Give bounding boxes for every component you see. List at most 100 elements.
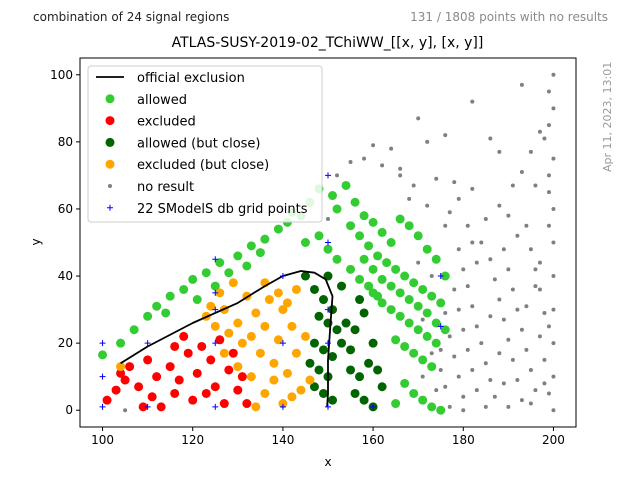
no-result-point [506, 337, 511, 342]
no-result-point [551, 156, 556, 161]
no-result-point [537, 287, 542, 292]
allowed-point [255, 248, 265, 258]
excluded-point [210, 382, 220, 392]
no-result-point [483, 404, 488, 409]
no-result-point [519, 398, 524, 403]
no-result-point [528, 401, 533, 406]
y-axis: 0 20 40 60 80 100 [50, 68, 80, 417]
excluded-close-point [255, 348, 265, 358]
allowed-close-point [323, 271, 333, 281]
no-result-point [551, 206, 556, 211]
x-axis-label: x [324, 455, 331, 469]
no-result-point [524, 223, 529, 228]
allowed-close-point [364, 358, 374, 368]
no-result-point [326, 217, 330, 222]
allowed-close-point [355, 295, 365, 305]
no-result-point [465, 223, 470, 228]
legend: official exclusion allowed excluded allowed… [87, 65, 323, 223]
allowed-point [391, 335, 401, 345]
excluded-close-point [300, 331, 310, 341]
no-result-point [537, 334, 542, 339]
no-result-point [371, 143, 376, 148]
no-result-point [546, 391, 551, 396]
allowed-point [98, 350, 108, 360]
no-result-point [533, 267, 538, 272]
no-result-point [497, 203, 502, 208]
allowed-point [364, 281, 374, 291]
allowed-point [332, 254, 342, 264]
allowed-point [400, 341, 410, 351]
no-result-point [434, 388, 439, 393]
no-result-point [474, 388, 479, 393]
allowed-close-point [373, 365, 383, 375]
excluded-point [174, 375, 184, 385]
allowed-point [395, 214, 405, 224]
excluded-point [219, 399, 229, 409]
x-tick-label: 160 [362, 433, 385, 447]
allowed-close-point [350, 388, 360, 398]
no-result-point [528, 149, 533, 154]
allowed-point [413, 231, 423, 241]
no-result-point [519, 170, 524, 175]
legend-plus-swatch [107, 204, 113, 211]
no-result-point [456, 196, 461, 201]
excluded-point [237, 372, 247, 382]
excluded-point [224, 365, 234, 375]
allowed-point [386, 305, 396, 315]
allowed-close-point [309, 338, 319, 348]
allowed-point [129, 325, 139, 335]
no-result-point [542, 310, 547, 315]
allowed-close-point [309, 284, 319, 294]
allowed-point [215, 258, 225, 268]
allowed-point [418, 395, 428, 405]
allowed-point [210, 281, 220, 291]
excluded-point [138, 402, 148, 412]
no-result-point [470, 240, 475, 245]
no-result-point [542, 136, 547, 141]
excluded-close-point [264, 295, 274, 305]
excluded-close-point [291, 284, 301, 294]
excluded-point [156, 402, 166, 412]
excluded-point [120, 375, 130, 385]
excluded-point [233, 385, 243, 395]
no-result-point [411, 183, 416, 188]
grid-point-marker [437, 323, 444, 330]
allowed-close-point [328, 305, 338, 315]
no-result-point [461, 327, 466, 332]
no-result-point [533, 284, 538, 289]
allowed-close-point [328, 395, 338, 405]
excluded-close-point [269, 375, 279, 385]
allowed-point [224, 268, 234, 278]
no-result-point [465, 284, 470, 289]
no-result-point [479, 240, 484, 245]
allowed-point [192, 295, 202, 305]
excluded-point [111, 385, 121, 395]
excluded-point [143, 355, 153, 365]
no-result-point [519, 82, 524, 87]
no-result-point [443, 223, 448, 228]
excluded-close-point [251, 402, 261, 412]
y-tick-label: 0 [65, 403, 73, 417]
no-result-point [425, 139, 430, 144]
grid-point-marker [212, 340, 219, 347]
x-tick-label: 200 [542, 433, 565, 447]
no-result-point [551, 341, 556, 346]
legend-label: no result [137, 180, 194, 195]
no-result-point [470, 304, 475, 309]
allowed-point [116, 338, 126, 348]
chart-title: ATLAS-SUSY-2019-02_TChiWW_[[x, y], [x, y… [171, 35, 484, 51]
allowed-point [201, 268, 211, 278]
allowed-close-point [355, 372, 365, 382]
allowed-point [422, 308, 432, 318]
allowed-close-point [318, 345, 328, 355]
y-tick-label: 80 [58, 135, 73, 149]
allowed-point [242, 261, 252, 271]
allowed-close-point [337, 338, 347, 348]
grid-point-marker [144, 403, 151, 410]
allowed-point [404, 221, 414, 231]
no-result-point [398, 166, 403, 171]
allowed-close-point [341, 318, 351, 328]
allowed-point [377, 227, 387, 237]
excluded-close-point [287, 392, 297, 402]
no-result-point [461, 267, 466, 272]
